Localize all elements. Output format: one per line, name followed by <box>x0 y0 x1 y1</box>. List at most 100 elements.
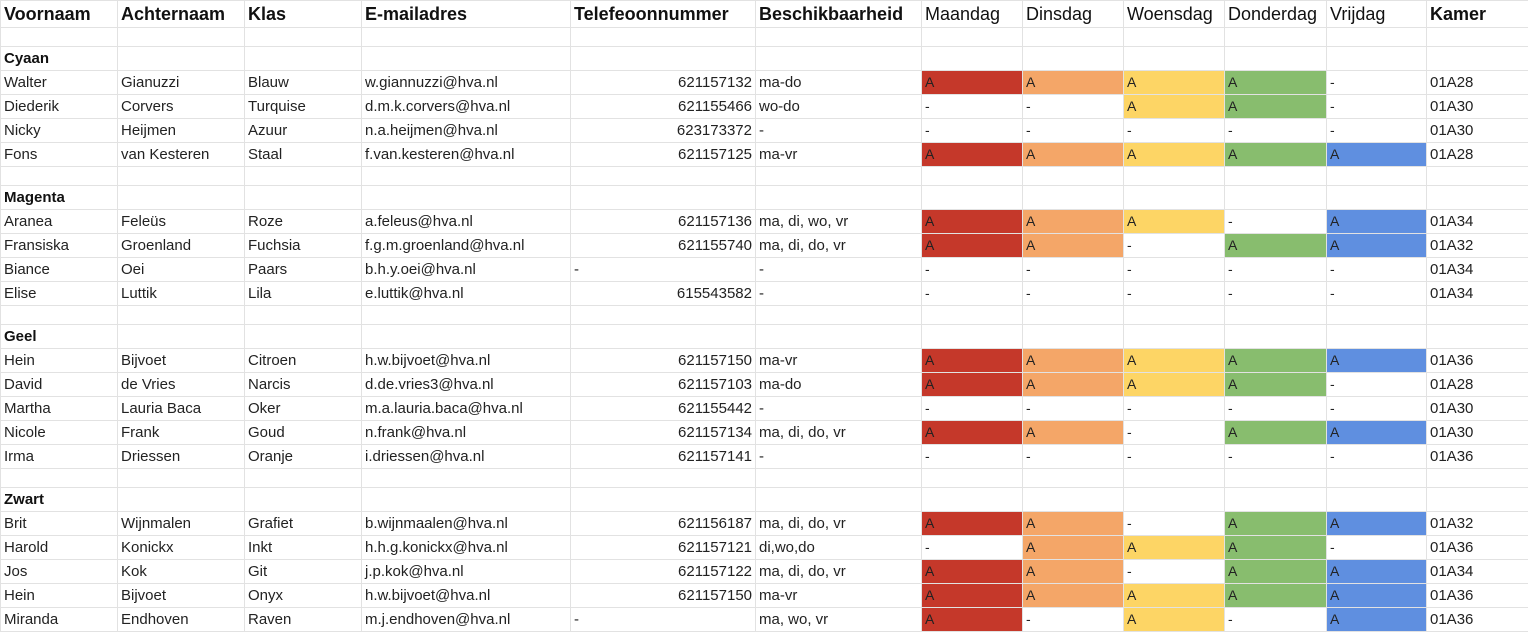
maandag-cell[interactable]: - <box>921 444 1023 469</box>
donderdag-cell[interactable]: - <box>1224 118 1327 143</box>
empty-cell[interactable] <box>1326 324 1427 349</box>
klas-cell[interactable]: Onyx <box>244 583 362 608</box>
maandag-cell[interactable]: A <box>921 209 1023 234</box>
header-telefoon[interactable]: Telefeoonnummer <box>570 0 756 28</box>
empty-cell[interactable] <box>244 305 362 325</box>
telefoon-cell[interactable]: 621156187 <box>570 511 756 536</box>
empty-cell[interactable] <box>570 487 756 512</box>
klas-cell[interactable]: Grafiet <box>244 511 362 536</box>
empty-cell[interactable] <box>361 468 571 488</box>
klas-cell[interactable]: Oranje <box>244 444 362 469</box>
vrijdag-cell[interactable]: - <box>1326 444 1427 469</box>
donderdag-cell[interactable]: A <box>1224 70 1327 95</box>
telefoon-cell[interactable]: - <box>570 607 756 632</box>
empty-cell[interactable] <box>755 27 922 47</box>
voornaam-cell[interactable]: Hein <box>0 348 118 373</box>
maandag-cell[interactable]: A <box>921 70 1023 95</box>
klas-cell[interactable]: Paars <box>244 257 362 282</box>
klas-cell[interactable]: Oker <box>244 396 362 421</box>
voornaam-cell[interactable]: Irma <box>0 444 118 469</box>
dinsdag-cell[interactable]: - <box>1022 396 1124 421</box>
empty-cell[interactable] <box>1426 305 1528 325</box>
kamer-cell[interactable]: 01A36 <box>1426 607 1528 632</box>
email-cell[interactable]: f.g.m.groenland@hva.nl <box>361 233 571 258</box>
empty-cell[interactable] <box>570 166 756 186</box>
achternaam-cell[interactable]: Heijmen <box>117 118 245 143</box>
woensdag-cell[interactable]: - <box>1123 420 1225 445</box>
vrijdag-cell[interactable]: A <box>1326 209 1427 234</box>
header-email[interactable]: E-mailadres <box>361 0 571 28</box>
beschikbaarheid-cell[interactable]: ma-do <box>755 70 922 95</box>
klas-cell[interactable]: Staal <box>244 142 362 167</box>
empty-cell[interactable] <box>570 46 756 71</box>
header-voornaam[interactable]: Voornaam <box>0 0 118 28</box>
empty-cell[interactable] <box>1426 166 1528 186</box>
achternaam-cell[interactable]: Frank <box>117 420 245 445</box>
voornaam-cell[interactable]: Fransiska <box>0 233 118 258</box>
dinsdag-cell[interactable]: A <box>1022 142 1124 167</box>
voornaam-cell[interactable]: Harold <box>0 535 118 560</box>
donderdag-cell[interactable]: - <box>1224 444 1327 469</box>
dinsdag-cell[interactable]: A <box>1022 511 1124 536</box>
donderdag-cell[interactable]: A <box>1224 535 1327 560</box>
vrijdag-cell[interactable]: - <box>1326 257 1427 282</box>
maandag-cell[interactable]: - <box>921 281 1023 306</box>
empty-cell[interactable] <box>361 166 571 186</box>
telefoon-cell[interactable]: 621155442 <box>570 396 756 421</box>
achternaam-cell[interactable]: Endhoven <box>117 607 245 632</box>
empty-cell[interactable] <box>1224 185 1327 210</box>
empty-cell[interactable] <box>361 27 571 47</box>
empty-cell[interactable] <box>570 185 756 210</box>
empty-cell[interactable] <box>1224 487 1327 512</box>
empty-cell[interactable] <box>921 487 1023 512</box>
beschikbaarheid-cell[interactable]: - <box>755 118 922 143</box>
empty-cell[interactable] <box>1123 324 1225 349</box>
kamer-cell[interactable]: 01A36 <box>1426 444 1528 469</box>
voornaam-cell[interactable]: Diederik <box>0 94 118 119</box>
woensdag-cell[interactable]: - <box>1123 444 1225 469</box>
achternaam-cell[interactable]: Feleüs <box>117 209 245 234</box>
empty-cell[interactable] <box>755 487 922 512</box>
email-cell[interactable]: b.wijnmaalen@hva.nl <box>361 511 571 536</box>
woensdag-cell[interactable]: A <box>1123 348 1225 373</box>
maandag-cell[interactable]: A <box>921 511 1023 536</box>
beschikbaarheid-cell[interactable]: - <box>755 444 922 469</box>
achternaam-cell[interactable]: Wijnmalen <box>117 511 245 536</box>
kamer-cell[interactable]: 01A34 <box>1426 281 1528 306</box>
klas-cell[interactable]: Azuur <box>244 118 362 143</box>
telefoon-cell[interactable]: 621157125 <box>570 142 756 167</box>
voornaam-cell[interactable]: David <box>0 372 118 397</box>
donderdag-cell[interactable]: A <box>1224 559 1327 584</box>
woensdag-cell[interactable]: - <box>1123 396 1225 421</box>
empty-cell[interactable] <box>921 46 1023 71</box>
donderdag-cell[interactable]: A <box>1224 420 1327 445</box>
telefoon-cell[interactable]: 621157121 <box>570 535 756 560</box>
maandag-cell[interactable]: - <box>921 118 1023 143</box>
donderdag-cell[interactable]: - <box>1224 281 1327 306</box>
donderdag-cell[interactable]: A <box>1224 233 1327 258</box>
email-cell[interactable]: h.h.g.konickx@hva.nl <box>361 535 571 560</box>
header-maandag[interactable]: Maandag <box>921 0 1023 28</box>
empty-cell[interactable] <box>1326 185 1427 210</box>
empty-cell[interactable] <box>1326 305 1427 325</box>
woensdag-cell[interactable]: - <box>1123 257 1225 282</box>
kamer-cell[interactable]: 01A36 <box>1426 348 1528 373</box>
empty-cell[interactable] <box>755 324 922 349</box>
empty-cell[interactable] <box>1123 46 1225 71</box>
empty-cell[interactable] <box>361 324 571 349</box>
telefoon-cell[interactable]: 621157103 <box>570 372 756 397</box>
empty-cell[interactable] <box>1224 27 1327 47</box>
voornaam-cell[interactable]: Brit <box>0 511 118 536</box>
kamer-cell[interactable]: 01A30 <box>1426 118 1528 143</box>
vrijdag-cell[interactable]: A <box>1326 348 1427 373</box>
empty-cell[interactable] <box>1123 185 1225 210</box>
telefoon-cell[interactable]: 615543582 <box>570 281 756 306</box>
maandag-cell[interactable]: A <box>921 607 1023 632</box>
dinsdag-cell[interactable]: A <box>1022 535 1124 560</box>
beschikbaarheid-cell[interactable]: wo-do <box>755 94 922 119</box>
donderdag-cell[interactable]: - <box>1224 209 1327 234</box>
empty-cell[interactable] <box>244 468 362 488</box>
klas-cell[interactable]: Narcis <box>244 372 362 397</box>
kamer-cell[interactable]: 01A28 <box>1426 142 1528 167</box>
empty-cell[interactable] <box>921 305 1023 325</box>
